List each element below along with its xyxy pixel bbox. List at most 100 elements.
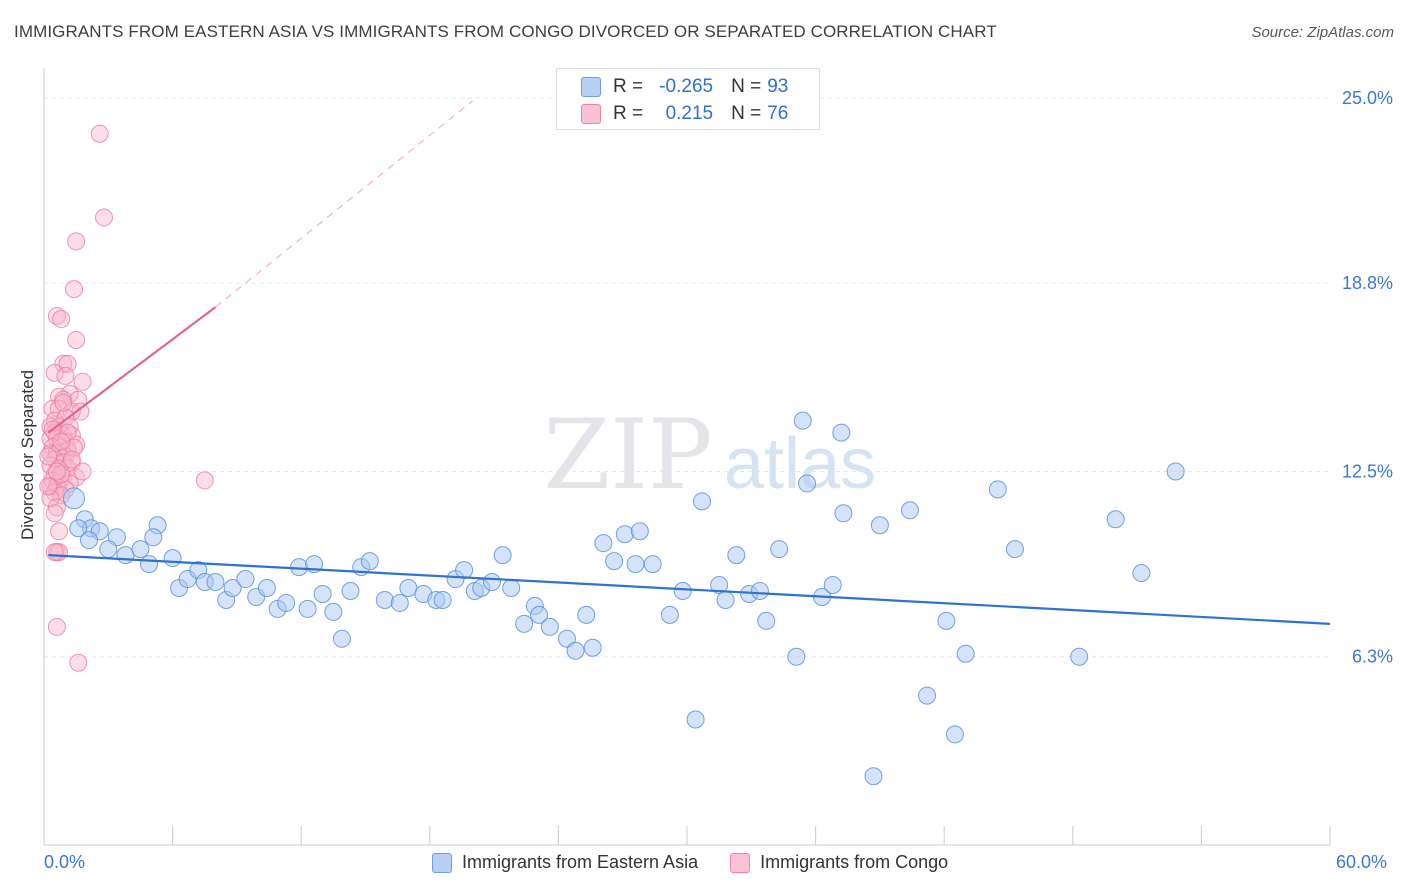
r-label: R = bbox=[613, 103, 644, 124]
x-max-label: 60.0% bbox=[1336, 852, 1388, 872]
eastern-asia-point bbox=[493, 546, 512, 565]
r-value-pink: 0.215 bbox=[665, 103, 714, 124]
n-value-blue: 93 bbox=[767, 76, 789, 97]
eastern-asia-point bbox=[99, 540, 118, 559]
legend-label-congo: Immigrants from Congo bbox=[760, 852, 949, 872]
eastern-asia-point bbox=[770, 540, 789, 559]
eastern-asia-point bbox=[236, 570, 255, 589]
y-tick-labels: 6.3% 12.5% 18.8% 25.0% bbox=[1342, 88, 1393, 667]
eastern-asia-point bbox=[626, 555, 645, 574]
congo-point bbox=[47, 617, 66, 636]
eastern-asia-point bbox=[832, 423, 851, 442]
eastern-asia-point bbox=[116, 546, 135, 565]
congo-point bbox=[56, 366, 75, 385]
eastern-asia-point bbox=[870, 516, 889, 535]
eastern-asia-point bbox=[80, 531, 99, 550]
eastern-asia-point bbox=[144, 528, 163, 547]
congo-point bbox=[47, 462, 66, 481]
eastern-asia-point bbox=[1166, 462, 1185, 481]
eastern-asia-point bbox=[583, 638, 602, 657]
eastern-asia-point bbox=[455, 561, 474, 580]
eastern-asia-point bbox=[686, 710, 705, 729]
eastern-asia-point bbox=[540, 617, 559, 636]
eastern-asia-point bbox=[399, 579, 418, 597]
congo-point bbox=[90, 124, 109, 143]
eastern-asia-point bbox=[693, 492, 712, 511]
blue-swatch bbox=[581, 77, 601, 97]
y-tick-label: 6.3% bbox=[1352, 647, 1393, 667]
axes bbox=[43, 68, 1331, 846]
eastern-asia-point bbox=[341, 581, 360, 600]
stats-legend: R = -0.265 N = 93 R = 0.215 N = 76 bbox=[556, 68, 820, 130]
eastern-asia-point bbox=[223, 579, 242, 597]
eastern-asia-point bbox=[727, 546, 746, 565]
y-tick-label: 18.8% bbox=[1342, 273, 1393, 293]
eastern-asia-point bbox=[530, 605, 549, 624]
eastern-asia-point bbox=[945, 725, 964, 744]
n-value-pink: 76 bbox=[767, 103, 789, 124]
legend-label-eastern-asia: Immigrants from Eastern Asia bbox=[462, 852, 699, 872]
congo-point bbox=[52, 310, 71, 329]
x-min-label: 0.0% bbox=[44, 852, 86, 872]
congo-point bbox=[69, 390, 88, 409]
n-label: N = bbox=[731, 76, 762, 97]
eastern-asia-point bbox=[918, 686, 937, 705]
congo-point bbox=[39, 477, 58, 496]
eastern-asia-point bbox=[615, 525, 634, 544]
eastern-asia-point bbox=[1005, 540, 1024, 559]
eastern-asia-point bbox=[433, 590, 452, 609]
eastern-asia-point bbox=[515, 614, 534, 633]
eastern-asia-point bbox=[360, 552, 379, 571]
congo-point bbox=[67, 330, 86, 349]
eastern-asia-point bbox=[69, 519, 88, 538]
congo-point bbox=[73, 372, 92, 391]
eastern-asia-point bbox=[163, 549, 182, 568]
eastern-asia-point bbox=[298, 599, 317, 618]
congo-point bbox=[58, 423, 77, 442]
eastern-asia-point bbox=[757, 611, 776, 630]
eastern-asia-point bbox=[660, 605, 679, 624]
eastern-asia-point bbox=[594, 534, 613, 553]
congo-point bbox=[195, 471, 214, 490]
congo-point bbox=[43, 399, 62, 418]
eastern-asia-trend-line bbox=[48, 554, 1331, 625]
blue-swatch bbox=[432, 852, 452, 873]
eastern-asia-point bbox=[290, 558, 309, 577]
series-legend: Immigrants from Eastern Asia Immigrants … bbox=[432, 852, 980, 873]
eastern-asia-point bbox=[577, 605, 596, 624]
eastern-asia-point bbox=[643, 555, 662, 574]
legend-row-eastern-asia: R = -0.265 N = 93 bbox=[581, 75, 788, 99]
congo-point bbox=[45, 543, 64, 562]
eastern-asia-point bbox=[257, 579, 276, 597]
eastern-asia-point bbox=[710, 576, 729, 595]
legend-item-eastern-asia: Immigrants from Eastern Asia bbox=[432, 852, 698, 873]
y-tick-label: 25.0% bbox=[1342, 88, 1393, 108]
congo-point bbox=[58, 354, 77, 373]
eastern-asia-point bbox=[750, 581, 769, 600]
eastern-asia-point bbox=[566, 641, 585, 660]
congo-point bbox=[50, 522, 69, 541]
congo-point bbox=[69, 653, 88, 672]
congo-point bbox=[54, 393, 73, 412]
eastern-asia-point bbox=[1070, 647, 1089, 666]
legend-item-congo: Immigrants from Congo bbox=[730, 852, 948, 873]
congo-point bbox=[52, 432, 71, 451]
eastern-asia-point bbox=[716, 590, 735, 609]
eastern-asia-point bbox=[787, 647, 806, 666]
eastern-asia-point bbox=[502, 579, 521, 597]
eastern-asia-point bbox=[131, 540, 150, 559]
pink-swatch bbox=[730, 852, 751, 873]
eastern-asia-point bbox=[1132, 564, 1151, 583]
watermark-atlas: atlas bbox=[724, 424, 876, 504]
eastern-asia-point bbox=[605, 552, 624, 571]
congo-trend-line bbox=[47, 306, 217, 434]
congo-point bbox=[45, 504, 64, 523]
trend-lines bbox=[47, 100, 1331, 625]
y-tick-label: 12.5% bbox=[1342, 461, 1393, 481]
congo-point bbox=[95, 208, 114, 227]
eastern-asia-point bbox=[390, 593, 409, 612]
eastern-asia-point bbox=[823, 576, 842, 595]
eastern-asia-point bbox=[937, 611, 956, 630]
eastern-asia-point bbox=[375, 590, 394, 609]
eastern-asia-point bbox=[834, 504, 853, 523]
